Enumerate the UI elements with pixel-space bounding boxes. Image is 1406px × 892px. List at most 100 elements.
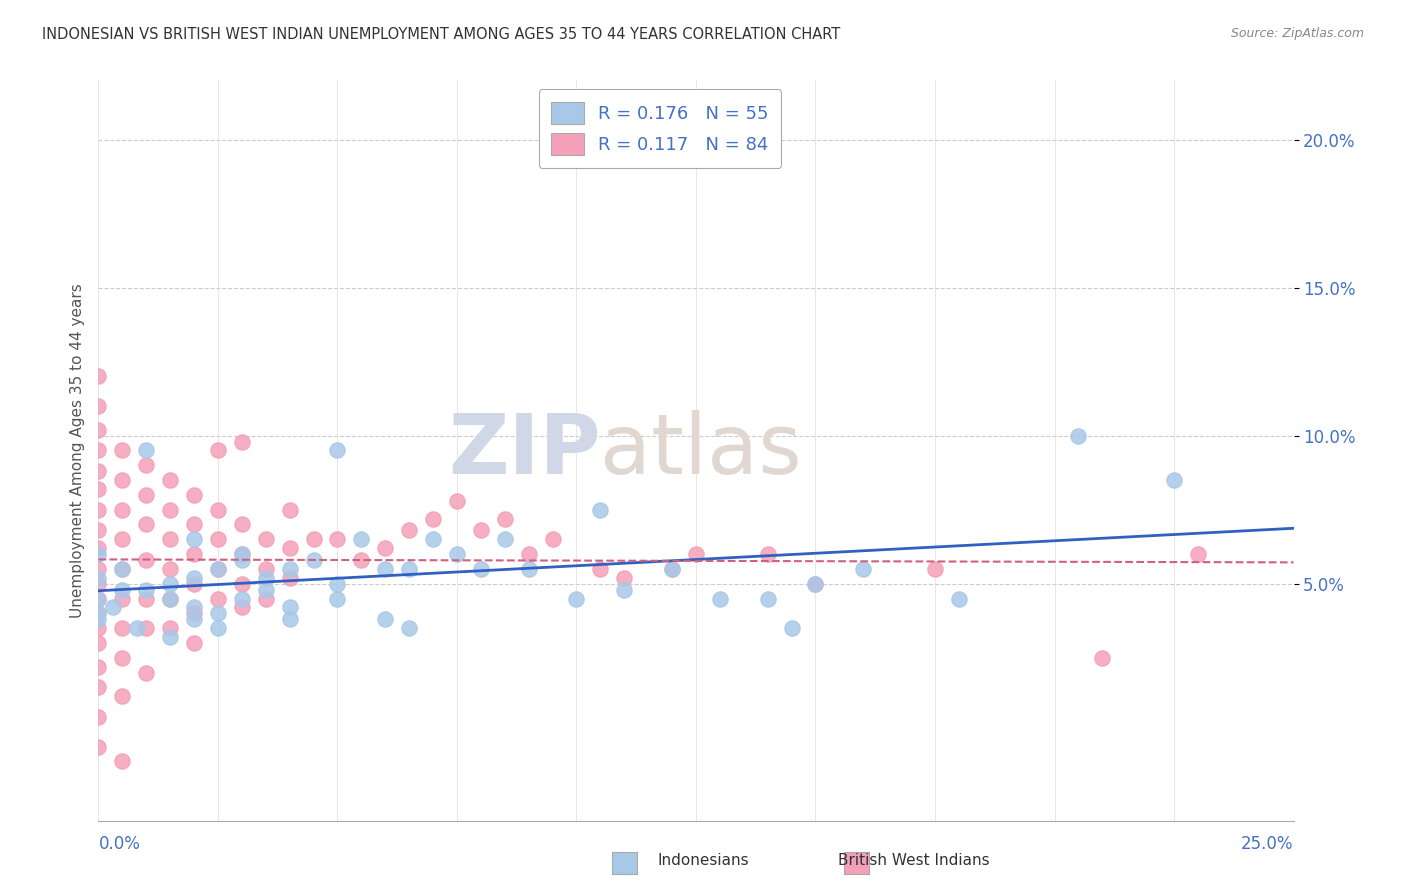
Point: [87, 547, 110, 561]
Point: [159, 473, 181, 487]
Point: [517, 547, 540, 561]
Point: [159, 630, 181, 644]
Point: [302, 553, 325, 567]
Point: [780, 621, 803, 635]
Point: [207, 533, 229, 547]
Text: INDONESIAN VS BRITISH WEST INDIAN UNEMPLOYMENT AMONG AGES 35 TO 44 YEARS CORRELA: INDONESIAN VS BRITISH WEST INDIAN UNEMPL…: [42, 27, 841, 42]
Point: [87, 576, 110, 591]
Point: [541, 533, 564, 547]
Point: [278, 571, 301, 585]
Text: 25.0%: 25.0%: [1241, 836, 1294, 854]
Point: [231, 517, 253, 532]
Point: [111, 473, 134, 487]
Point: [135, 591, 157, 606]
Point: [111, 533, 134, 547]
Point: [135, 458, 157, 473]
Point: [398, 524, 420, 538]
Point: [1067, 428, 1090, 442]
Point: [231, 591, 253, 606]
Point: [87, 591, 110, 606]
Point: [207, 443, 229, 458]
Text: British West Indians: British West Indians: [838, 854, 990, 868]
Point: [183, 547, 205, 561]
Point: [589, 502, 612, 516]
Point: [159, 502, 181, 516]
Point: [87, 502, 110, 516]
Point: [87, 423, 110, 437]
Point: [135, 488, 157, 502]
Point: [135, 621, 157, 635]
Point: [111, 582, 134, 597]
Point: [374, 612, 396, 626]
Point: [87, 710, 110, 724]
Point: [183, 600, 205, 615]
Point: [231, 547, 253, 561]
Point: [87, 636, 110, 650]
Point: [446, 493, 468, 508]
Text: atlas: atlas: [600, 410, 801, 491]
Point: [804, 576, 827, 591]
Point: [111, 562, 134, 576]
Point: [183, 607, 205, 621]
Point: [207, 607, 229, 621]
Point: [87, 464, 110, 478]
Y-axis label: Unemployment Among Ages 35 to 44 years: Unemployment Among Ages 35 to 44 years: [69, 283, 84, 618]
Point: [87, 524, 110, 538]
Point: [183, 517, 205, 532]
Point: [125, 621, 148, 635]
Point: [326, 443, 349, 458]
Point: [207, 621, 229, 635]
Point: [398, 621, 420, 635]
Point: [135, 553, 157, 567]
Point: [374, 562, 396, 576]
Point: [183, 533, 205, 547]
Point: [111, 562, 134, 576]
Point: [207, 591, 229, 606]
Point: [159, 621, 181, 635]
Point: [661, 562, 683, 576]
Text: 0.0%: 0.0%: [98, 836, 141, 854]
Point: [87, 607, 110, 621]
Point: [1187, 547, 1209, 561]
Point: [111, 591, 134, 606]
Point: [278, 502, 301, 516]
Point: [159, 591, 181, 606]
Point: [278, 600, 301, 615]
Point: [231, 553, 253, 567]
Point: [135, 517, 157, 532]
Point: [326, 533, 349, 547]
Point: [1163, 473, 1185, 487]
Point: [101, 600, 124, 615]
Point: [756, 591, 779, 606]
Point: [111, 755, 134, 769]
Point: [183, 576, 205, 591]
Point: [135, 665, 157, 680]
Point: [709, 591, 731, 606]
Point: [326, 591, 349, 606]
Point: [207, 502, 229, 516]
Point: [87, 541, 110, 556]
Text: ZIP: ZIP: [449, 410, 600, 491]
Point: [924, 562, 946, 576]
Legend: R = 0.176   N = 55, R = 0.117   N = 84: R = 0.176 N = 55, R = 0.117 N = 84: [538, 89, 782, 168]
Point: [111, 502, 134, 516]
Point: [254, 562, 277, 576]
Point: [231, 434, 253, 449]
Point: [87, 659, 110, 673]
Point: [613, 582, 636, 597]
Text: Indonesians: Indonesians: [657, 854, 749, 868]
Point: [111, 621, 134, 635]
Point: [278, 541, 301, 556]
Point: [374, 541, 396, 556]
Point: [87, 369, 110, 384]
Point: [87, 562, 110, 576]
Point: [756, 547, 779, 561]
Point: [254, 533, 277, 547]
Point: [852, 562, 875, 576]
Point: [446, 547, 468, 561]
Point: [111, 650, 134, 665]
Point: [87, 399, 110, 413]
Point: [278, 562, 301, 576]
Point: [207, 562, 229, 576]
Point: [159, 562, 181, 576]
